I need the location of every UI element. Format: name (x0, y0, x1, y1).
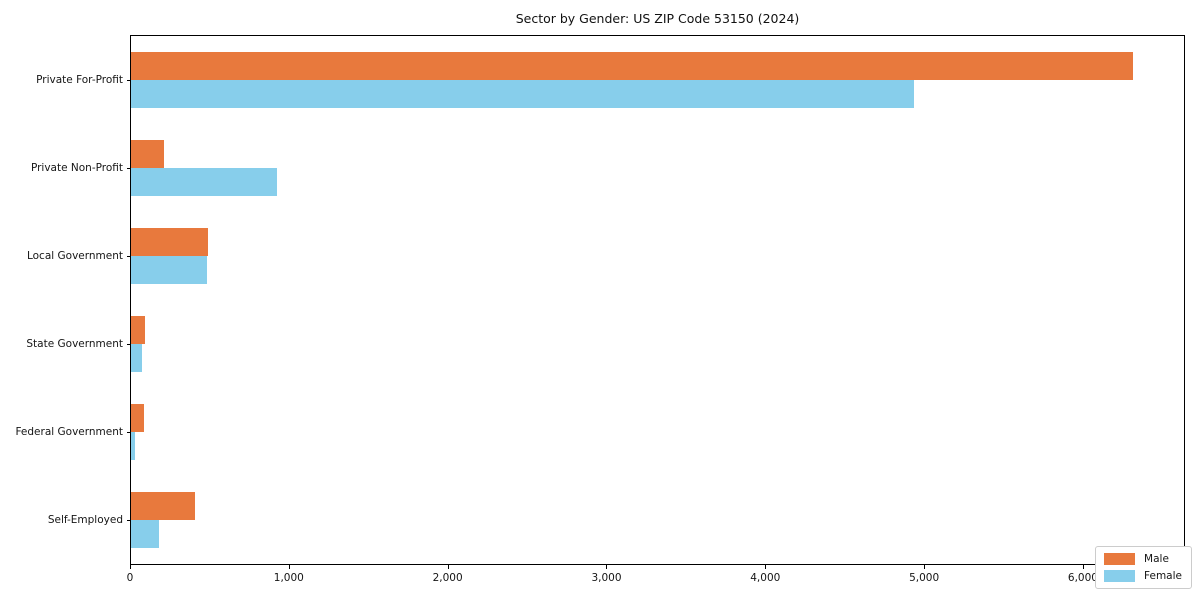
plot-area: Private For-Profit Private Non-Profit Loca… (15, 35, 1185, 565)
legend-swatch-icon (1104, 553, 1136, 565)
y-tick-mark (127, 168, 131, 169)
x-tick-label: 6,000 (1067, 572, 1098, 584)
x-tick-label: 0 (126, 572, 134, 584)
bar-female-1 (131, 168, 278, 196)
y-tick-mark (127, 344, 131, 345)
bar-group: Local Government (27, 212, 1184, 300)
y-tick-mark (127, 432, 131, 433)
x-tick-label: 2,000 (432, 572, 463, 584)
bar-group: State Government (26, 300, 1184, 388)
bar-group: Private Non-Profit (31, 124, 1184, 212)
y-tick-mark (127, 80, 131, 81)
bar-male-1 (131, 140, 165, 168)
bar-male-0 (131, 52, 1134, 80)
x-tick-mark (606, 565, 608, 569)
chart-title: Sector by Gender: US ZIP Code 53150 (202… (515, 11, 800, 26)
legend-item-male: Male (1104, 553, 1182, 565)
legend-label: Male (1144, 553, 1169, 565)
category-label: Private For-Profit (36, 74, 123, 86)
bar-male-5 (131, 492, 195, 520)
x-tick-mark (288, 565, 290, 569)
y-tick-mark (127, 520, 131, 521)
legend-label: Female (1144, 570, 1182, 582)
legend: Male Female (1095, 546, 1192, 589)
legend-swatch-icon (1104, 570, 1136, 582)
bar-male-3 (131, 316, 145, 344)
bar-group: Federal Government (15, 388, 1184, 476)
x-tick-label: 5,000 (909, 572, 940, 584)
x-tick-mark (765, 565, 767, 569)
category-label: Self-Employed (47, 514, 123, 526)
x-tick-mark (447, 565, 449, 569)
bar-female-4 (131, 432, 135, 460)
bar-female-2 (131, 256, 208, 284)
bar-male-4 (131, 404, 144, 432)
x-tick-mark (1082, 565, 1084, 569)
x-tick-label: 4,000 (750, 572, 781, 584)
bar-male-2 (131, 228, 209, 256)
y-tick-mark (127, 256, 131, 257)
category-label: State Government (26, 338, 123, 350)
bar-female-0 (131, 80, 914, 108)
bar-female-5 (131, 520, 159, 548)
bar-group: Self-Employed (48, 476, 1184, 564)
x-tick-mark (924, 565, 926, 569)
category-label: Private Non-Profit (30, 162, 123, 174)
x-tick-label: 1,000 (273, 572, 304, 584)
x-tick-mark (130, 565, 131, 569)
legend-item-female: Female (1104, 570, 1182, 582)
bar-female-3 (131, 344, 143, 372)
x-tick-label: 3,000 (591, 572, 622, 584)
bar-group: Private For-Profit (36, 36, 1184, 124)
category-label: Federal Government (15, 426, 123, 438)
category-label: Local Government (26, 250, 123, 262)
